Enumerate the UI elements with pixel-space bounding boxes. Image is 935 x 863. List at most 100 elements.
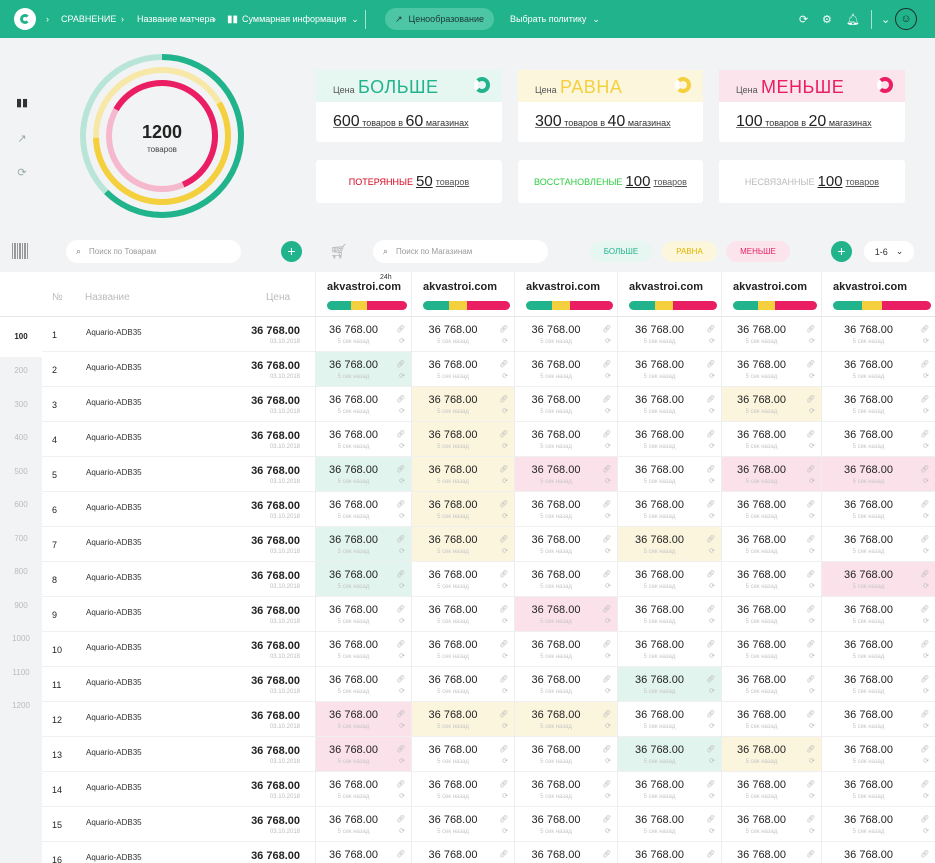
link-icon[interactable]: 🔗︎: [396, 606, 405, 613]
chevron-down-icon[interactable]: ⌄: [881, 13, 891, 26]
add-goods-button[interactable]: +: [281, 241, 302, 262]
sync-icon[interactable]: ⟳: [399, 653, 405, 660]
link-icon[interactable]: 🔗︎: [499, 536, 508, 543]
page-index-item[interactable]: 800: [14, 567, 28, 576]
link-icon[interactable]: 🔗︎: [396, 676, 405, 683]
sync-icon[interactable]: ⟳: [399, 373, 405, 380]
sync-icon[interactable]: ⟳: [709, 443, 715, 450]
link-icon[interactable]: 🔗︎: [499, 606, 508, 613]
table-row[interactable]: 11 Aquario-ADB35 36 768.00 03.10.2018: [42, 667, 315, 702]
breadcrumb-matcher[interactable]: Название матчера: [137, 14, 215, 24]
link-icon[interactable]: 🔗︎: [806, 711, 815, 718]
link-icon[interactable]: 🔗︎: [602, 711, 611, 718]
link-icon[interactable]: 🔗︎: [920, 641, 929, 648]
link-icon[interactable]: 🔗︎: [706, 676, 715, 683]
link-icon[interactable]: 🔗︎: [806, 676, 815, 683]
link-icon[interactable]: 🔗︎: [706, 606, 715, 613]
link-icon[interactable]: 🔗︎: [602, 431, 611, 438]
shop-header[interactable]: akvastroi.com: [821, 272, 935, 317]
sync-icon[interactable]: ⟳: [399, 688, 405, 695]
sync-icon[interactable]: ⟳: [502, 688, 508, 695]
price-cell[interactable]: 36 768.005 сек назад🔗︎⟳: [315, 842, 411, 863]
link-icon[interactable]: 🔗︎: [396, 326, 405, 333]
page-index-item[interactable]: 200: [14, 366, 28, 375]
sync-icon[interactable]: ⟳: [923, 828, 929, 835]
link-icon[interactable]: 🔗︎: [602, 361, 611, 368]
page-index-item[interactable]: 400: [14, 433, 28, 442]
cart-icon[interactable]: 🛒︎: [330, 243, 348, 259]
link-icon[interactable]: 🔗︎: [499, 711, 508, 718]
breadcrumb-comparison[interactable]: СРАВНЕНИЕ: [61, 14, 117, 24]
link-icon[interactable]: 🔗︎: [499, 361, 508, 368]
link-icon[interactable]: 🔗︎: [499, 431, 508, 438]
sync-icon[interactable]: ⟳: [502, 758, 508, 765]
link-icon[interactable]: 🔗︎: [602, 466, 611, 473]
link-icon[interactable]: 🔗︎: [706, 816, 715, 823]
sync-icon[interactable]: ⟳: [605, 478, 611, 485]
product-name[interactable]: Aquario-ADB35: [86, 503, 142, 512]
sync-icon[interactable]: ⟳: [709, 723, 715, 730]
page-index-item[interactable]: 1100: [12, 667, 30, 677]
sync-icon[interactable]: ⟳: [923, 793, 929, 800]
sync-icon[interactable]: ⟳: [709, 758, 715, 765]
link-icon[interactable]: 🔗︎: [806, 396, 815, 403]
link-icon[interactable]: 🔗︎: [920, 711, 929, 718]
link-icon[interactable]: 🔗︎: [602, 851, 611, 858]
link-icon[interactable]: 🔗︎: [396, 781, 405, 788]
link-icon[interactable]: 🔗︎: [396, 361, 405, 368]
sync-icon[interactable]: ⟳: [709, 618, 715, 625]
page-index-item[interactable]: 600: [14, 500, 28, 509]
link-icon[interactable]: 🔗︎: [706, 781, 715, 788]
link-icon[interactable]: 🔗︎: [920, 606, 929, 613]
link-icon[interactable]: 🔗︎: [920, 781, 929, 788]
sync-icon[interactable]: ⟳: [709, 408, 715, 415]
table-row[interactable]: 8 Aquario-ADB35 36 768.00 03.10.2018: [42, 562, 315, 597]
sync-icon[interactable]: ⟳: [923, 653, 929, 660]
add-shop-button[interactable]: +: [831, 241, 852, 262]
sync-icon[interactable]: ⟳: [809, 408, 815, 415]
page-index-item[interactable]: 100: [0, 317, 42, 357]
sync-icon[interactable]: ⟳: [605, 583, 611, 590]
link-icon[interactable]: 🔗︎: [396, 746, 405, 753]
link-icon[interactable]: 🔗︎: [806, 746, 815, 753]
product-name[interactable]: Aquario-ADB35: [86, 468, 142, 477]
link-icon[interactable]: 🔗︎: [396, 396, 405, 403]
sync-icon[interactable]: ⟳: [605, 443, 611, 450]
sync-icon[interactable]: ⟳: [399, 758, 405, 765]
link-icon[interactable]: 🔗︎: [499, 326, 508, 333]
sync-icon[interactable]: ⟳: [923, 758, 929, 765]
link-icon[interactable]: 🔗︎: [920, 536, 929, 543]
sync-icon[interactable]: ⟳: [399, 723, 405, 730]
table-row[interactable]: 15 Aquario-ADB35 36 768.00 03.10.2018: [42, 807, 315, 842]
link-icon[interactable]: 🔗︎: [920, 431, 929, 438]
link-icon[interactable]: 🔗︎: [706, 501, 715, 508]
policy-dropdown[interactable]: Выбрать политику ⌄: [510, 0, 600, 38]
link-icon[interactable]: 🔗︎: [499, 501, 508, 508]
product-name[interactable]: Aquario-ADB35: [86, 608, 142, 617]
sync-icon[interactable]: ⟳: [399, 583, 405, 590]
link-icon[interactable]: 🔗︎: [706, 396, 715, 403]
sync-icon[interactable]: ⟳: [502, 618, 508, 625]
